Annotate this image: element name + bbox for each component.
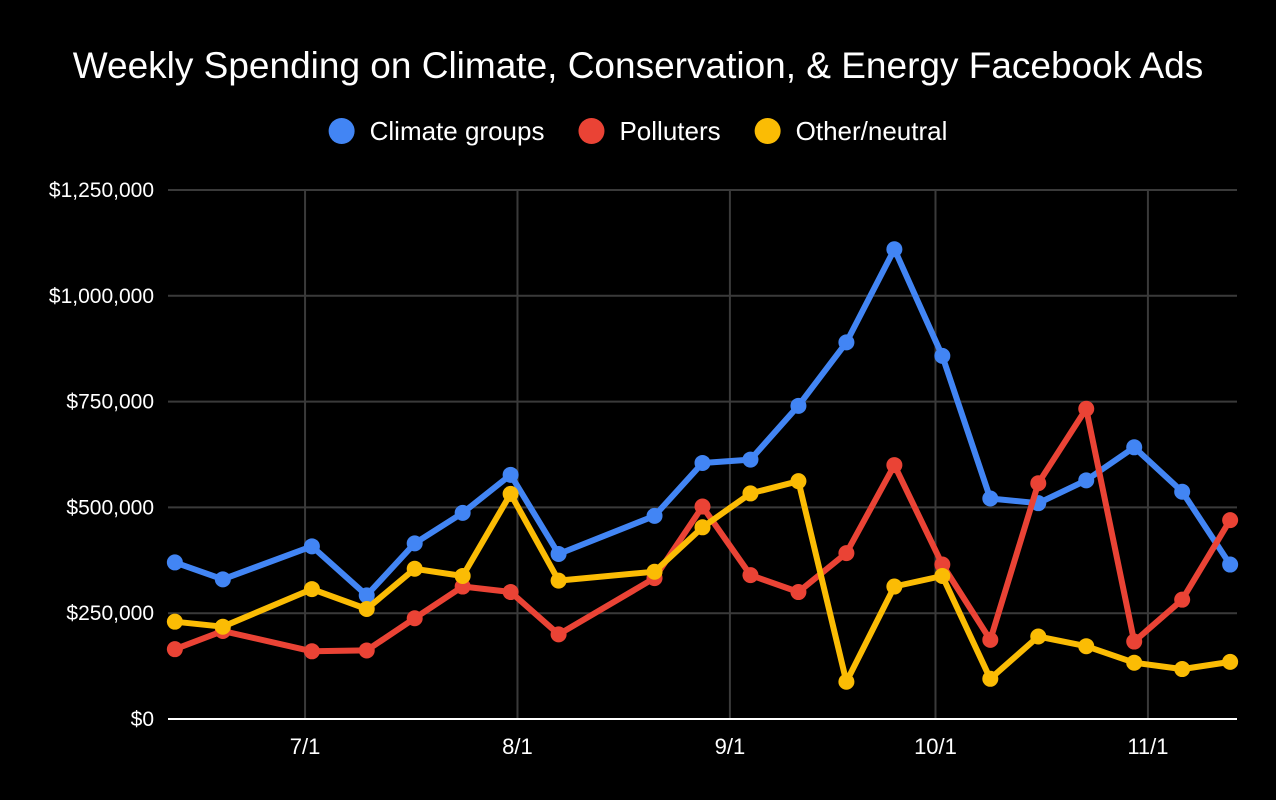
legend-swatch	[328, 118, 355, 144]
y-tick-label: $0	[131, 708, 154, 731]
data-point-climate-groups	[790, 397, 807, 414]
data-point-climate-groups	[550, 545, 567, 562]
legend-swatch	[578, 118, 605, 144]
y-tick-label: $1,000,000	[49, 285, 154, 308]
data-point-climate-groups	[406, 535, 423, 552]
y-tick-label: $750,000	[66, 391, 154, 414]
y-tick-label: $1,250,000	[49, 179, 154, 202]
data-point-polluters	[1030, 475, 1047, 492]
data-point-polluters	[790, 584, 807, 601]
data-point-other-neutral	[1222, 653, 1239, 670]
data-point-other-neutral	[886, 578, 903, 595]
data-point-other-neutral	[214, 618, 231, 635]
data-point-climate-groups	[646, 507, 663, 524]
data-point-climate-groups	[358, 587, 375, 604]
data-point-other-neutral	[454, 567, 471, 584]
data-point-climate-groups	[214, 571, 231, 588]
series-group	[166, 241, 1239, 690]
data-point-other-neutral	[166, 613, 183, 630]
data-point-climate-groups	[1222, 556, 1239, 573]
chart-title: Weekly Spending on Climate, Conservation…	[73, 45, 1204, 86]
data-point-climate-groups	[694, 454, 711, 471]
y-tick-label: $250,000	[66, 602, 154, 625]
data-point-other-neutral	[646, 563, 663, 580]
series-climate-groups	[166, 241, 1239, 604]
data-point-polluters	[358, 642, 375, 659]
data-point-other-neutral	[742, 485, 759, 502]
data-point-other-neutral	[694, 519, 711, 536]
data-point-climate-groups	[934, 347, 951, 364]
data-point-polluters	[1126, 633, 1143, 650]
series-other-neutral	[166, 473, 1239, 690]
vertical-gridlines	[304, 190, 1149, 719]
x-axis-tick-labels: 7/1 8/1 9/1 10/1 11/1	[290, 734, 1169, 759]
data-point-other-neutral	[303, 581, 320, 598]
data-point-polluters	[838, 545, 855, 562]
data-point-polluters	[406, 610, 423, 627]
data-point-polluters	[742, 567, 759, 584]
data-point-polluters	[1174, 591, 1191, 608]
data-point-other-neutral	[406, 560, 423, 577]
data-point-polluters	[303, 643, 320, 660]
data-point-other-neutral	[1030, 628, 1047, 645]
x-tick-label: 10/1	[914, 734, 957, 759]
data-point-polluters	[934, 556, 951, 573]
y-axis-tick-labels: $0 $250,000 $500,000 $750,000 $1,000,000 $1,2…	[49, 179, 154, 731]
data-point-climate-groups	[1174, 483, 1191, 500]
series-line-climate-groups	[171, 246, 1234, 599]
data-point-other-neutral	[358, 600, 375, 617]
data-point-other-neutral	[1126, 654, 1143, 671]
legend-label: Polluters	[619, 116, 720, 146]
data-point-climate-groups	[502, 466, 519, 483]
horizontal-gridlines	[168, 189, 1237, 615]
data-point-other-neutral	[1174, 661, 1191, 678]
data-point-other-neutral	[1078, 638, 1095, 655]
data-point-climate-groups	[838, 334, 855, 351]
x-tick-label: 9/1	[715, 734, 746, 759]
data-point-polluters	[1222, 512, 1239, 529]
legend-swatch	[754, 118, 781, 144]
legend: Climate groups Polluters Other/neutral	[328, 116, 948, 146]
data-point-climate-groups	[166, 554, 183, 571]
legend-label: Climate groups	[370, 116, 545, 146]
data-point-climate-groups	[742, 451, 759, 468]
y-tick-label: $500,000	[66, 496, 154, 519]
data-point-other-neutral	[550, 572, 567, 589]
data-point-climate-groups	[303, 538, 320, 555]
data-point-polluters	[166, 641, 183, 658]
data-point-climate-groups	[982, 490, 999, 507]
data-point-climate-groups	[454, 504, 471, 521]
data-point-climate-groups	[886, 241, 903, 258]
data-point-climate-groups	[1078, 472, 1095, 489]
data-point-polluters	[550, 626, 567, 643]
x-tick-label: 11/1	[1127, 734, 1168, 759]
data-point-polluters	[502, 584, 519, 601]
data-point-other-neutral	[790, 473, 807, 490]
data-point-other-neutral	[934, 567, 951, 584]
data-point-polluters	[982, 631, 999, 648]
data-point-polluters	[694, 498, 711, 515]
x-tick-label: 7/1	[290, 734, 321, 759]
x-tick-label: 8/1	[502, 734, 533, 759]
data-point-other-neutral	[982, 670, 999, 687]
data-point-polluters	[886, 457, 903, 474]
data-point-polluters	[1078, 400, 1095, 417]
data-point-other-neutral	[838, 673, 855, 690]
data-point-other-neutral	[502, 485, 519, 502]
legend-label: Other/neutral	[796, 116, 948, 146]
data-point-climate-groups	[1126, 439, 1143, 456]
